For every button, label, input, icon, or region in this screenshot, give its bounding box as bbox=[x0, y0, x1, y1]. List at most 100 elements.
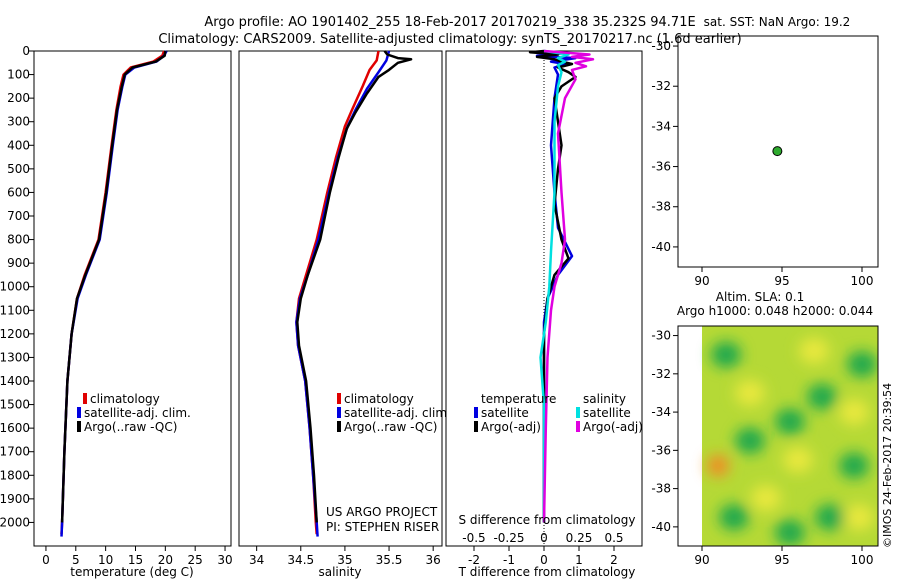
x-tick-label: 5 bbox=[72, 553, 80, 567]
x-tick-label: 35 bbox=[337, 553, 352, 567]
y-tick-label: 1600 bbox=[0, 421, 30, 435]
x-tick-label: 35.5 bbox=[376, 553, 403, 567]
location-title: sat. SST: NaN Argo: 19.2 bbox=[704, 15, 851, 29]
legend-label-s-argo: Argo(-adj) bbox=[583, 420, 643, 434]
y-tick-label: -38 bbox=[651, 200, 671, 214]
legend-label-t-satellite: satellite bbox=[481, 406, 529, 420]
y-tick-label: 1200 bbox=[0, 327, 30, 341]
x-tick-label: 100 bbox=[851, 274, 874, 288]
y-tick-label: 2000 bbox=[0, 515, 30, 529]
difference-top-xlabel: S difference from climatology bbox=[459, 513, 636, 527]
sla-title: Altim. SLA: 0.1 bbox=[716, 290, 804, 304]
sla-subtitle: Argo h1000: 0.048 h2000: 0.044 bbox=[677, 304, 873, 318]
x-tick-label: 10 bbox=[98, 553, 113, 567]
series-argo-line bbox=[296, 50, 413, 523]
argo-location-point bbox=[772, 146, 783, 157]
y-tick-label: -36 bbox=[651, 160, 671, 174]
figure-subtitle: Climatology: CARS2009. Satellite-adjuste… bbox=[158, 32, 741, 47]
sla-map-panel: 90 95 100 -30 -32 -34 -36 -38 -40 bbox=[651, 329, 873, 567]
x-tick-label: 90 bbox=[694, 274, 709, 288]
project-credit: US ARGO PROJECT bbox=[326, 505, 438, 519]
x-tick-label: 36 bbox=[426, 553, 441, 567]
x-tick-label: 100 bbox=[851, 553, 874, 567]
sla-anomaly-low bbox=[839, 452, 869, 479]
x-tick-label: -2 bbox=[468, 553, 480, 567]
y-tick-label: -34 bbox=[651, 405, 671, 419]
series-argo-line bbox=[528, 49, 577, 523]
y-tick-label: 800 bbox=[7, 233, 30, 247]
y-tick-label: 1500 bbox=[0, 398, 30, 412]
y-tick-label: 1100 bbox=[0, 303, 30, 317]
difference-legend: temperature salinity satellite Argo(-adj… bbox=[474, 392, 643, 434]
legend-swatch-climatology bbox=[337, 393, 341, 404]
legend-swatch-argo bbox=[77, 421, 81, 432]
difference-panel: -2 -1 0 1 2 -0.5 -0.25 0 0.25 0.5 bbox=[462, 49, 624, 567]
y-tick-label: 300 bbox=[7, 115, 30, 129]
legend-label-t-argo: Argo(-adj) bbox=[481, 420, 541, 434]
x-tick-label: 0 bbox=[540, 553, 548, 567]
legend-swatch-s-argo bbox=[576, 421, 580, 432]
sla-anomaly-low bbox=[847, 351, 877, 378]
y-tick-label: 1700 bbox=[0, 445, 30, 459]
temperature-xlabel: temperature (deg C) bbox=[70, 565, 193, 579]
x-tick-label: 34.5 bbox=[287, 553, 314, 567]
y-tick-label: -32 bbox=[651, 367, 671, 381]
legend-title-salinity: salinity bbox=[583, 392, 626, 406]
y-tick-label: 600 bbox=[7, 185, 30, 199]
sla-anomaly-high bbox=[799, 337, 829, 364]
sla-map-frame bbox=[677, 325, 879, 547]
x-tick-label: -1 bbox=[503, 553, 515, 567]
sla-anomaly-high bbox=[843, 504, 874, 531]
legend-swatch-s-satellite bbox=[576, 407, 580, 418]
series-argo-line bbox=[60, 50, 167, 523]
y-tick-label: -30 bbox=[651, 39, 671, 53]
series-argo_s-line bbox=[542, 49, 595, 523]
y-tick-label: -40 bbox=[651, 520, 671, 534]
salinity-xlabel: salinity bbox=[318, 565, 361, 579]
imos-watermark: ©IMOS 24-Feb-2017 20:39:54 bbox=[881, 383, 894, 548]
top-x-tick-label: -0.5 bbox=[462, 531, 485, 545]
y-tick-label: 200 bbox=[7, 91, 30, 105]
sla-anomaly-peak bbox=[707, 454, 729, 477]
sla-map-clip bbox=[702, 326, 878, 546]
x-tick-label: 34 bbox=[249, 553, 264, 567]
x-tick-label: 20 bbox=[158, 553, 173, 567]
sla-anomaly-high bbox=[839, 399, 869, 426]
y-tick-label: 400 bbox=[7, 138, 30, 152]
top-x-tick-label: -0.25 bbox=[493, 531, 524, 545]
sla-anomaly-high bbox=[735, 379, 765, 406]
x-tick-label: 95 bbox=[774, 553, 789, 567]
sla-anomaly-low bbox=[815, 504, 845, 531]
x-tick-label: 2 bbox=[610, 553, 618, 567]
legend-label-argo: Argo(..raw -QC) bbox=[84, 420, 177, 434]
y-tick-label: 1000 bbox=[0, 280, 30, 294]
y-tick-label: -34 bbox=[651, 119, 671, 133]
sla-map-heatmap bbox=[707, 337, 877, 546]
salinity-panel-frame bbox=[238, 50, 443, 547]
y-tick-label: 100 bbox=[7, 68, 30, 82]
figure-title: Argo profile: AO 1901402_255 18-Feb-2017… bbox=[204, 15, 695, 30]
y-tick-label: 1300 bbox=[0, 350, 30, 364]
sla-anomaly-low bbox=[711, 341, 741, 368]
x-tick-label: 30 bbox=[217, 553, 232, 567]
pi-credit: PI: STEPHEN RISER bbox=[326, 520, 439, 534]
y-tick-label: -36 bbox=[651, 443, 671, 457]
y-tick-label: 1900 bbox=[0, 492, 30, 506]
temperature-legend: climatology satellite-adj. clim. Argo(..… bbox=[77, 392, 191, 434]
temperature-panel: 0 5 10 15 20 25 300100200300400500600700800900… bbox=[0, 44, 233, 567]
legend-swatch-t-satellite bbox=[474, 407, 478, 418]
legend-label-s-satellite: satellite bbox=[583, 406, 631, 420]
legend-swatch-satellite-adj bbox=[77, 407, 81, 418]
x-tick-label: 25 bbox=[188, 553, 203, 567]
legend-swatch-satellite-adj bbox=[337, 407, 341, 418]
legend-label-satellite-adj: satellite-adj. clim. bbox=[344, 406, 451, 420]
y-tick-label: 700 bbox=[7, 209, 30, 223]
top-x-tick-label: 0.25 bbox=[566, 531, 593, 545]
series-satellite_s-line bbox=[539, 49, 570, 523]
y-tick-label: -32 bbox=[651, 79, 671, 93]
legend-swatch-argo bbox=[337, 421, 341, 432]
location-panel-frame bbox=[677, 35, 879, 268]
salinity-legend: climatology satellite-adj. clim. Argo(..… bbox=[337, 392, 451, 434]
legend-label-satellite-adj: satellite-adj. clim. bbox=[84, 406, 191, 420]
